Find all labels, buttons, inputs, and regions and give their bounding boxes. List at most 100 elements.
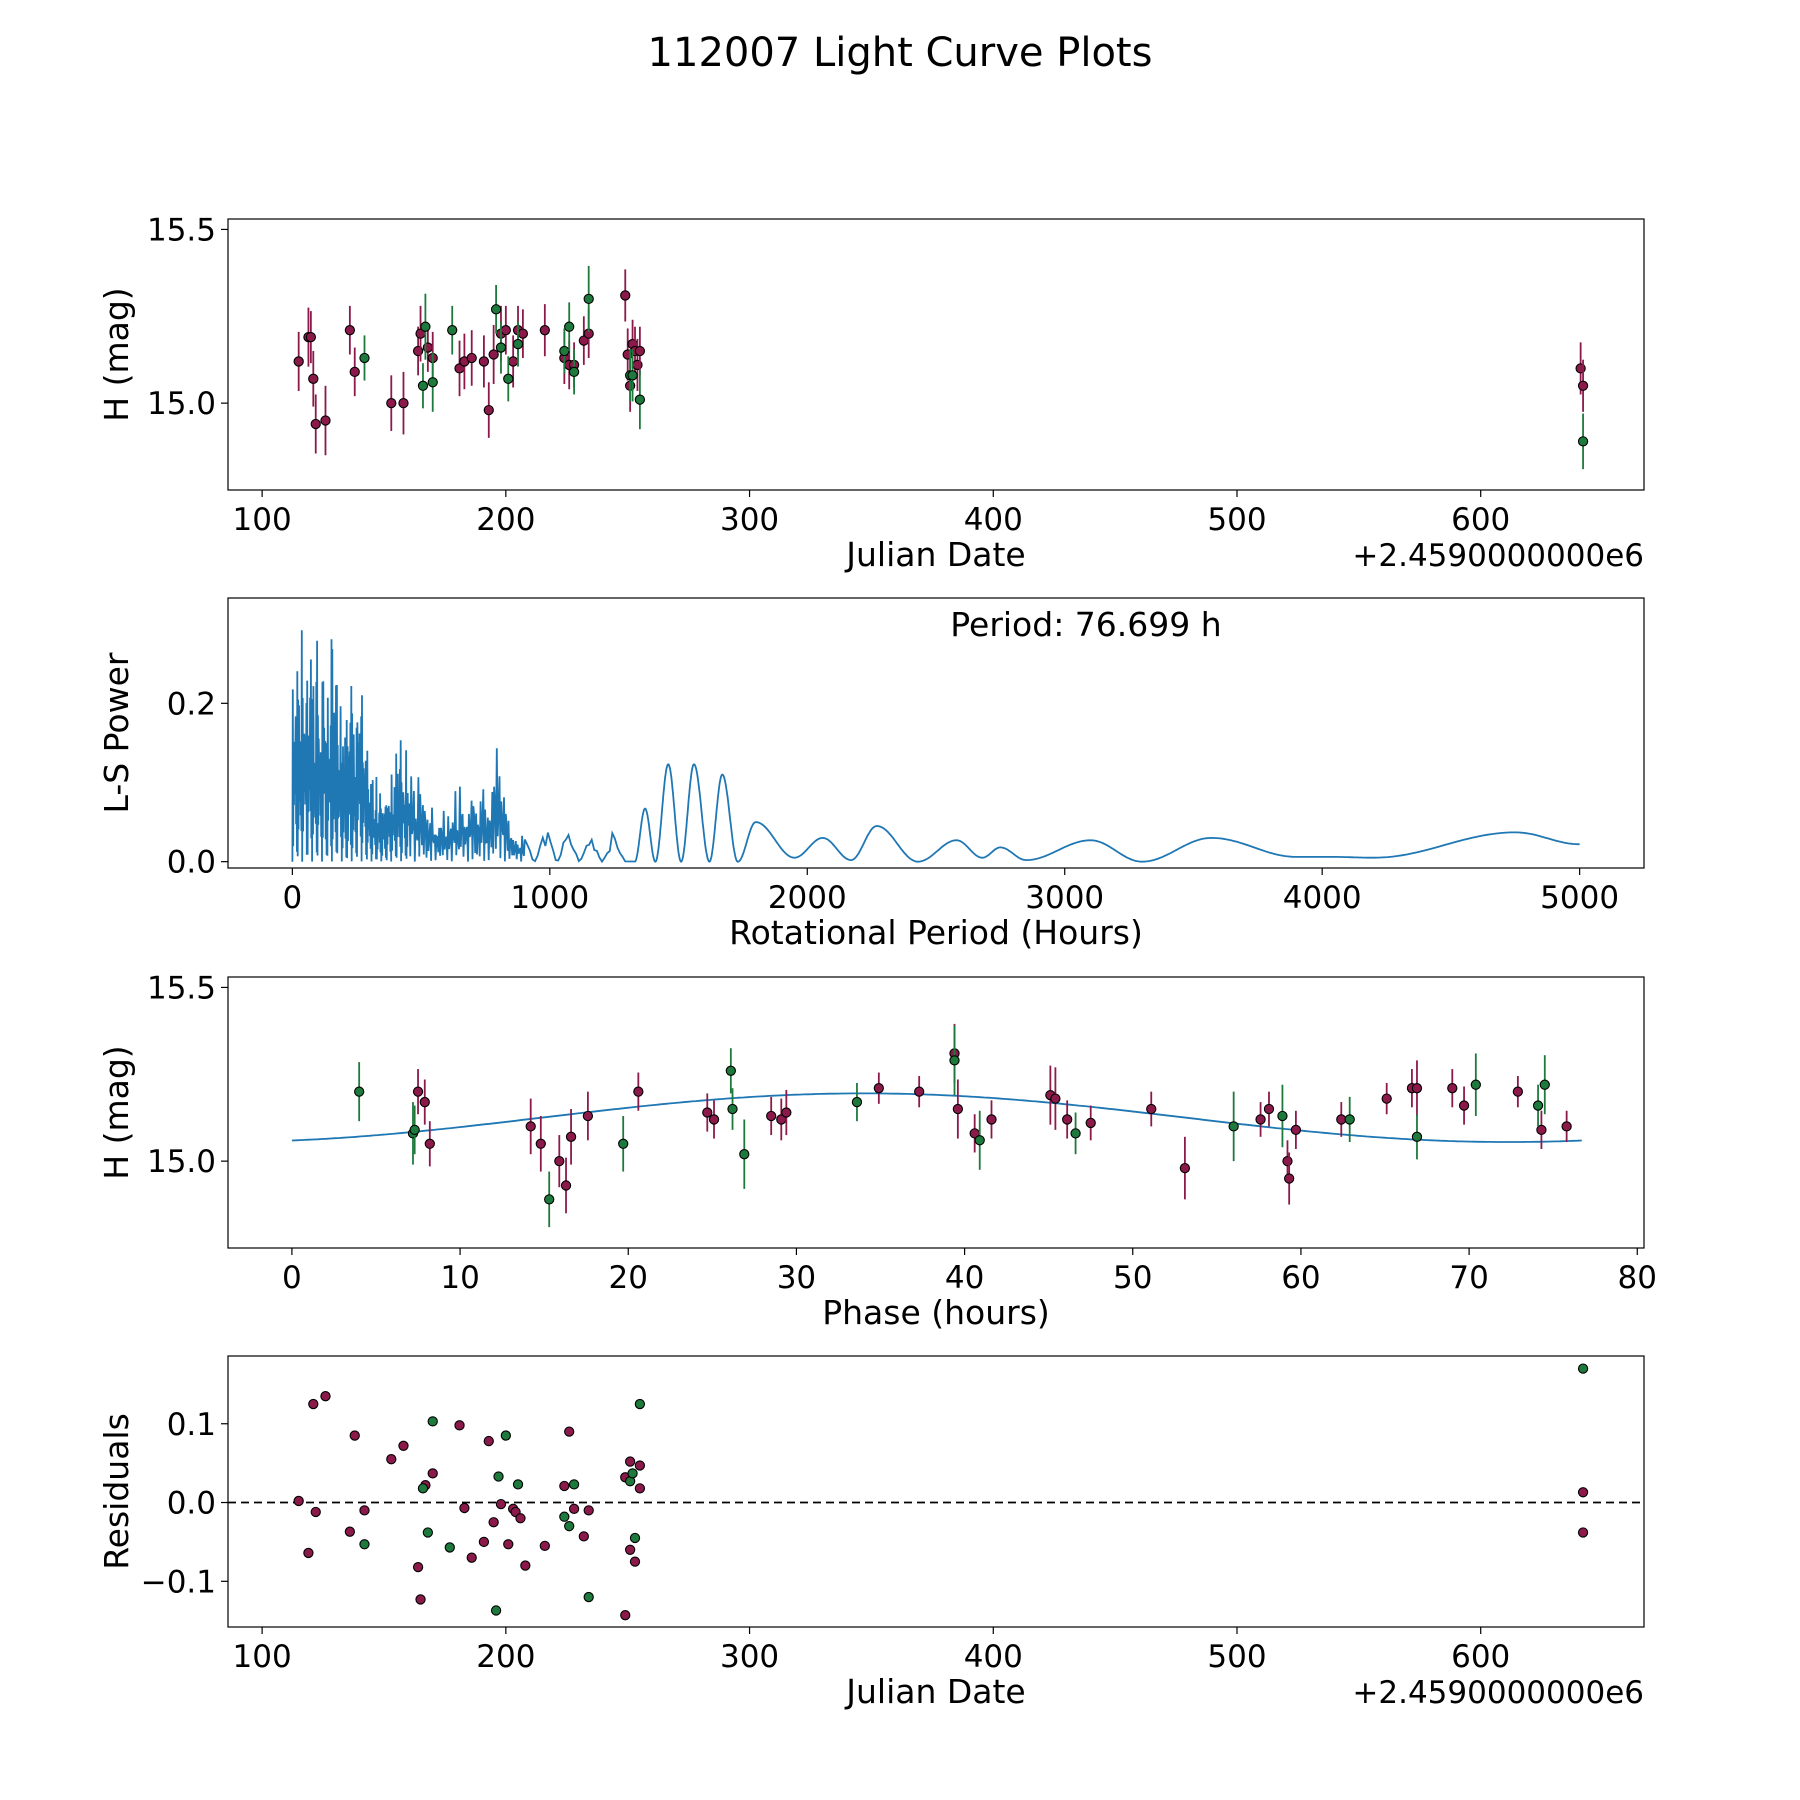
- data-point: [427, 1468, 438, 1479]
- data-point: [412, 1086, 424, 1097]
- data-point: [359, 1539, 370, 1550]
- data-point: [634, 1483, 646, 1494]
- plot-area: [291, 1023, 1582, 1228]
- data-point: [483, 1435, 494, 1447]
- data-point: [503, 1539, 514, 1550]
- data-point: [634, 1398, 646, 1410]
- data-point: [1282, 1155, 1293, 1167]
- data-point: [503, 373, 514, 384]
- data-point: [1336, 1114, 1347, 1125]
- x-tick-label: 100: [233, 502, 292, 538]
- data-point: [515, 1513, 526, 1524]
- data-point: [349, 1430, 360, 1441]
- data-point: [500, 1430, 511, 1441]
- data-point: [1381, 1093, 1392, 1104]
- data-point: [1070, 1128, 1081, 1139]
- data-point: [507, 356, 519, 367]
- x-tick-label: 500: [1207, 502, 1266, 538]
- data-point: [564, 321, 575, 332]
- data-point: [914, 1086, 925, 1097]
- data-point: [559, 1480, 570, 1492]
- series-filter-c: [359, 265, 1589, 470]
- data-point: [1344, 1114, 1355, 1125]
- data-point: [308, 373, 319, 384]
- data-point: [495, 342, 507, 353]
- data-point: [583, 1505, 594, 1516]
- data-point: [568, 1479, 580, 1490]
- data-point: [620, 1610, 631, 1621]
- data-point: [627, 1468, 638, 1479]
- data-point: [629, 1556, 641, 1567]
- data-point: [344, 325, 356, 336]
- data-point: [424, 1138, 435, 1149]
- x-tick-label: 4000: [1283, 880, 1362, 916]
- data-point: [727, 1103, 738, 1115]
- data-point: [427, 377, 438, 388]
- data-point: [500, 325, 511, 336]
- x-tick-label: 80: [1618, 1260, 1657, 1296]
- x-tick-label: 60: [1281, 1260, 1320, 1296]
- y-tick-label: 15.0: [147, 1144, 216, 1180]
- data-point: [420, 321, 431, 332]
- data-point: [478, 356, 490, 367]
- data-point: [293, 356, 304, 367]
- data-point: [986, 1114, 997, 1125]
- periodogram-line: [291, 630, 1580, 864]
- data-point: [495, 1498, 507, 1510]
- data-point: [583, 293, 594, 305]
- series-filter-o: [293, 269, 1589, 456]
- data-point: [1539, 1079, 1550, 1090]
- data-point: [1411, 1131, 1423, 1142]
- series-filter-o: [412, 1023, 1572, 1214]
- data-point: [520, 1560, 531, 1571]
- axes-frame: [227, 597, 1645, 869]
- data-point: [305, 331, 317, 343]
- data-point: [1290, 1124, 1302, 1136]
- x-offset-label: +2.4590000000e6: [1352, 538, 1644, 574]
- x-tick-label: 300: [720, 502, 779, 538]
- data-point: [702, 1107, 713, 1118]
- y-tick-label: 0.2: [167, 686, 216, 722]
- data-point: [349, 366, 360, 378]
- data-point: [559, 345, 570, 357]
- x-tick-label: 1000: [510, 880, 589, 916]
- x-tick-label: 50: [1113, 1260, 1152, 1296]
- data-point: [1050, 1093, 1061, 1104]
- y-tick-label: 0.1: [167, 1407, 216, 1443]
- data-point: [565, 1131, 577, 1142]
- panel-periodogram: 0 1000 2000 3000 4000 5000 0.0 0.2 Rotational Pe…: [97, 597, 1645, 952]
- data-point: [488, 349, 499, 360]
- data-point: [427, 1416, 438, 1427]
- y-axis-label: H (mag): [97, 287, 136, 421]
- x-tick-label: 600: [1451, 502, 1510, 538]
- data-point: [412, 1561, 424, 1573]
- data-point: [781, 1107, 792, 1118]
- data-point: [739, 1149, 750, 1160]
- x-tick-label: 30: [777, 1260, 816, 1296]
- x-tick-label: 5000: [1540, 880, 1619, 916]
- data-point: [627, 370, 638, 381]
- data-point: [1255, 1114, 1266, 1125]
- data-point: [386, 1454, 397, 1465]
- data-point: [974, 1135, 985, 1146]
- data-point: [447, 325, 458, 336]
- data-point: [564, 1426, 575, 1437]
- y-tick-label: 15.0: [147, 386, 216, 422]
- y-tick-label: −0.1: [141, 1564, 216, 1600]
- data-point: [1284, 1173, 1295, 1184]
- data-point: [483, 404, 494, 416]
- data-point: [354, 1086, 365, 1097]
- data-point: [634, 345, 646, 357]
- panel-phased-light-curve: 0 10 20 30 40 50 60 70 80 15.0 15.5 Phase (hours) H …: [97, 970, 1657, 1332]
- data-point: [422, 1527, 433, 1538]
- data-point: [568, 1503, 580, 1514]
- panel-light-curve: 100 200 300 400 500 600 15.0 15.5 Julian Date H (…: [97, 212, 1645, 574]
- data-point: [310, 1506, 321, 1518]
- x-tick-label: 10: [440, 1260, 479, 1296]
- data-point: [415, 1594, 426, 1605]
- data-point: [459, 1502, 470, 1514]
- data-point: [320, 415, 331, 426]
- x-tick-label: 0: [282, 880, 302, 916]
- data-point: [398, 1440, 409, 1451]
